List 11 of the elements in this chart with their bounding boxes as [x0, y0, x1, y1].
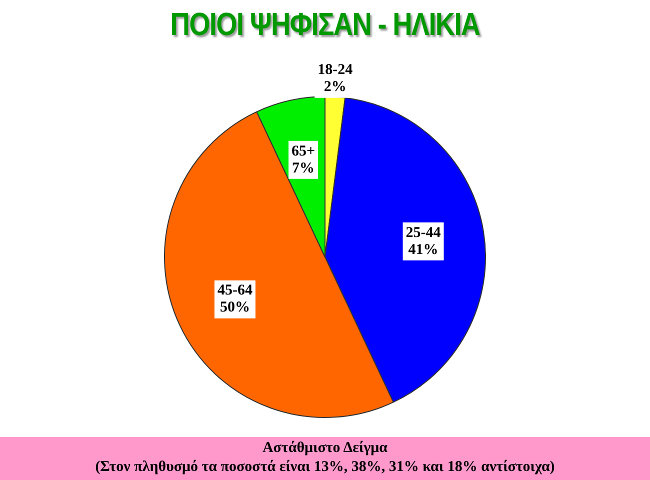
data-label: 7% [292, 160, 315, 176]
text: (Στον πληθυσμό τα ποσοστά είναι 13%, 38%, 31% και 18% αντίστοιχα) [94, 458, 556, 477]
data-label: 2% [324, 79, 346, 96]
data-label: 41% [408, 242, 438, 258]
slice-label: 65+ [292, 143, 316, 160]
slice-label: 25-44 [406, 224, 442, 241]
slice-label: 45-64 [217, 282, 253, 299]
data-label: 50% [220, 300, 250, 316]
chart-title: ΠΟΙΟΙ ΨΗΦΙΣΑΝ - ΗΛΙΚΙΑ [169, 5, 481, 44]
slice-label: 18-24 [318, 62, 354, 78]
text: Αστάθμιστο Δείγμα [261, 439, 389, 458]
